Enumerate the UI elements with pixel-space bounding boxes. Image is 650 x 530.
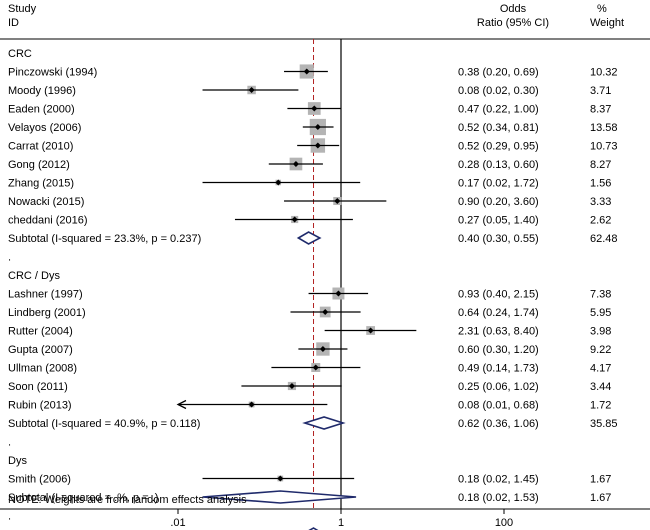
study-label: Nowacki (2015) bbox=[8, 196, 84, 208]
point-estimate bbox=[367, 327, 374, 334]
ci-text: 0.25 (0.06, 1.02) bbox=[458, 381, 539, 393]
weight-text: 1.67 bbox=[590, 492, 611, 504]
weight-text: 7.38 bbox=[590, 289, 611, 301]
ci-text: 0.17 (0.02, 1.72) bbox=[458, 178, 539, 190]
ci-text: 0.08 (0.01, 0.68) bbox=[458, 400, 539, 412]
weight-text: 5.95 bbox=[590, 307, 611, 319]
point-estimate bbox=[335, 290, 342, 297]
ci-text: 0.52 (0.34, 0.81) bbox=[458, 122, 539, 134]
header-study: Study bbox=[8, 3, 37, 15]
weight-text: 1.56 bbox=[590, 178, 611, 190]
ci-text: 0.28 (0.13, 0.60) bbox=[458, 159, 539, 171]
weight-text: 8.27 bbox=[590, 159, 611, 171]
weight-text: 3.33 bbox=[590, 196, 611, 208]
subtotal-label: Subtotal (I-squared = 23.3%, p = 0.237) bbox=[8, 233, 201, 245]
ci-text: 0.18 (0.02, 1.53) bbox=[458, 492, 539, 504]
study-label: Soon (2011) bbox=[8, 381, 68, 393]
point-estimate bbox=[288, 383, 295, 389]
point-estimate bbox=[322, 309, 329, 315]
subtotal-label: Subtotal (I-squared = 40.9%, p = 0.118) bbox=[8, 418, 200, 430]
subtotal-label: Subtotal (I-squared = .%, p = .) bbox=[8, 492, 158, 504]
weight-text: 62.48 bbox=[590, 233, 618, 245]
header-odds: Odds bbox=[500, 3, 527, 15]
pooled-diamond bbox=[302, 416, 346, 430]
ci-text: 0.38 (0.20, 0.69) bbox=[458, 67, 539, 79]
ci-text: 0.52 (0.29, 0.95) bbox=[458, 141, 539, 153]
study-label: Moody (1996) bbox=[8, 85, 76, 97]
point-estimate bbox=[312, 364, 319, 371]
weight-text: 3.98 bbox=[590, 326, 611, 338]
ci-text: 0.49 (0.14, 1.73) bbox=[458, 363, 539, 375]
pooled-diamond bbox=[202, 490, 357, 504]
study-label: Eaden (2000) bbox=[8, 104, 75, 116]
study-label: Lashner (1997) bbox=[8, 289, 83, 301]
study-label: Smith (2006) bbox=[8, 474, 71, 486]
study-label: Pinczowski (1994) bbox=[8, 67, 97, 79]
weight-text: 1.72 bbox=[590, 400, 611, 412]
study-label: Zhang (2015) bbox=[8, 178, 74, 190]
point-estimate bbox=[303, 68, 310, 75]
x-tick-label: 1 bbox=[338, 517, 344, 529]
point-estimate bbox=[248, 401, 255, 408]
ci-arrow bbox=[176, 399, 187, 410]
point-estimate bbox=[292, 161, 299, 167]
point-estimate bbox=[311, 105, 318, 112]
point-estimate bbox=[334, 198, 341, 204]
weight-text: 35.85 bbox=[590, 418, 618, 430]
point-estimate bbox=[314, 124, 321, 130]
point-estimate bbox=[291, 216, 298, 223]
group-label: Dys bbox=[8, 455, 27, 467]
weight-text: 1.67 bbox=[590, 474, 611, 486]
weight-text: 4.17 bbox=[590, 363, 611, 375]
ci-text: 0.60 (0.30, 1.20) bbox=[458, 344, 539, 356]
ci-text: 0.47 (0.22, 1.00) bbox=[458, 104, 539, 116]
study-label: Gupta (2007) bbox=[8, 344, 73, 356]
point-estimate bbox=[248, 87, 255, 93]
weight-text: 2.62 bbox=[590, 215, 611, 227]
weight-text: 9.22 bbox=[590, 344, 611, 356]
weight-text: 8.37 bbox=[590, 104, 611, 116]
point-estimate bbox=[275, 179, 282, 186]
study-label: Lindberg (2001) bbox=[8, 307, 86, 319]
ci-text: 0.18 (0.02, 1.45) bbox=[458, 474, 539, 486]
point-estimate bbox=[277, 475, 284, 482]
study-label: Carrat (2010) bbox=[8, 141, 73, 153]
group-label: CRC bbox=[8, 48, 32, 60]
study-label: Gong (2012) bbox=[8, 159, 70, 171]
study-label: Rubin (2013) bbox=[8, 400, 72, 412]
spacer-dot: . bbox=[8, 252, 11, 264]
spacer-dot: . bbox=[8, 511, 11, 523]
ci-text: 0.08 (0.02, 0.30) bbox=[458, 85, 539, 97]
ci-text: 0.93 (0.40, 2.15) bbox=[458, 289, 539, 301]
spacer-dot: . bbox=[8, 437, 11, 449]
study-label: Velayos (2006) bbox=[8, 122, 81, 134]
header-ratio: Ratio (95% CI) bbox=[477, 17, 549, 29]
weight-text: 3.71 bbox=[590, 85, 611, 97]
x-tick-label: .01 bbox=[170, 517, 185, 529]
study-label: cheddani (2016) bbox=[8, 215, 88, 227]
ci-text: 2.31 (0.63, 8.40) bbox=[458, 326, 539, 338]
header-pct: % bbox=[597, 3, 607, 15]
ci-text: 0.90 (0.20, 3.60) bbox=[458, 196, 539, 208]
ci-text: 0.40 (0.30, 0.55) bbox=[458, 233, 539, 245]
point-estimate bbox=[314, 142, 321, 149]
weight-text: 10.32 bbox=[590, 67, 618, 79]
weight-text: 10.73 bbox=[590, 141, 618, 153]
group-label: CRC / Dys bbox=[8, 270, 60, 282]
point-estimate bbox=[319, 346, 326, 352]
ci-text: 0.27 (0.05, 1.40) bbox=[458, 215, 539, 227]
ci-text: 0.62 (0.36, 1.06) bbox=[458, 418, 539, 430]
weight-text: 13.58 bbox=[590, 122, 618, 134]
pooled-diamond bbox=[296, 231, 322, 245]
header-weight: Weight bbox=[590, 17, 624, 29]
ci-text: 0.64 (0.24, 1.74) bbox=[458, 307, 539, 319]
header-id: ID bbox=[8, 17, 19, 29]
study-label: Rutter (2004) bbox=[8, 326, 73, 338]
x-tick-label: 100 bbox=[495, 517, 513, 529]
footnote: NOTE: Weights are from random effects an… bbox=[8, 494, 247, 506]
study-label: Ullman (2008) bbox=[8, 363, 77, 375]
weight-text: 3.44 bbox=[590, 381, 611, 393]
